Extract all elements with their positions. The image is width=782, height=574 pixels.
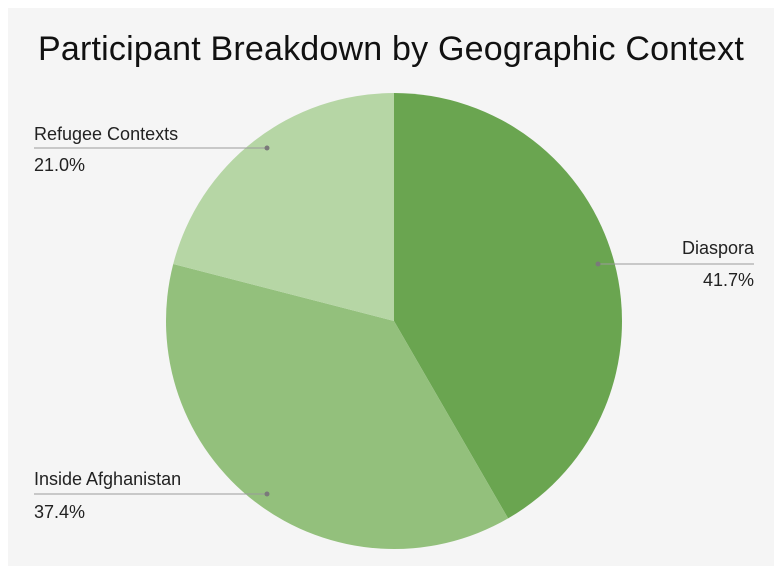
slice-value-label: 21.0% <box>34 155 85 175</box>
pie-slice-diaspora <box>394 93 622 519</box>
chart-title: Participant Breakdown by Geographic Cont… <box>38 30 744 68</box>
callout-dot <box>264 145 270 151</box>
slice-value-label: 37.4% <box>34 502 85 522</box>
slice-label: Diaspora <box>682 238 755 258</box>
pie-slice-refugee-contexts <box>173 93 394 321</box>
callout-dot <box>264 491 270 497</box>
slice-value-label: 41.7% <box>703 270 754 290</box>
slice-label: Inside Afghanistan <box>34 469 181 489</box>
callout-dot <box>595 261 601 267</box>
pie-slice-inside-afghanistan <box>166 264 509 549</box>
slice-label: Refugee Contexts <box>34 124 178 144</box>
